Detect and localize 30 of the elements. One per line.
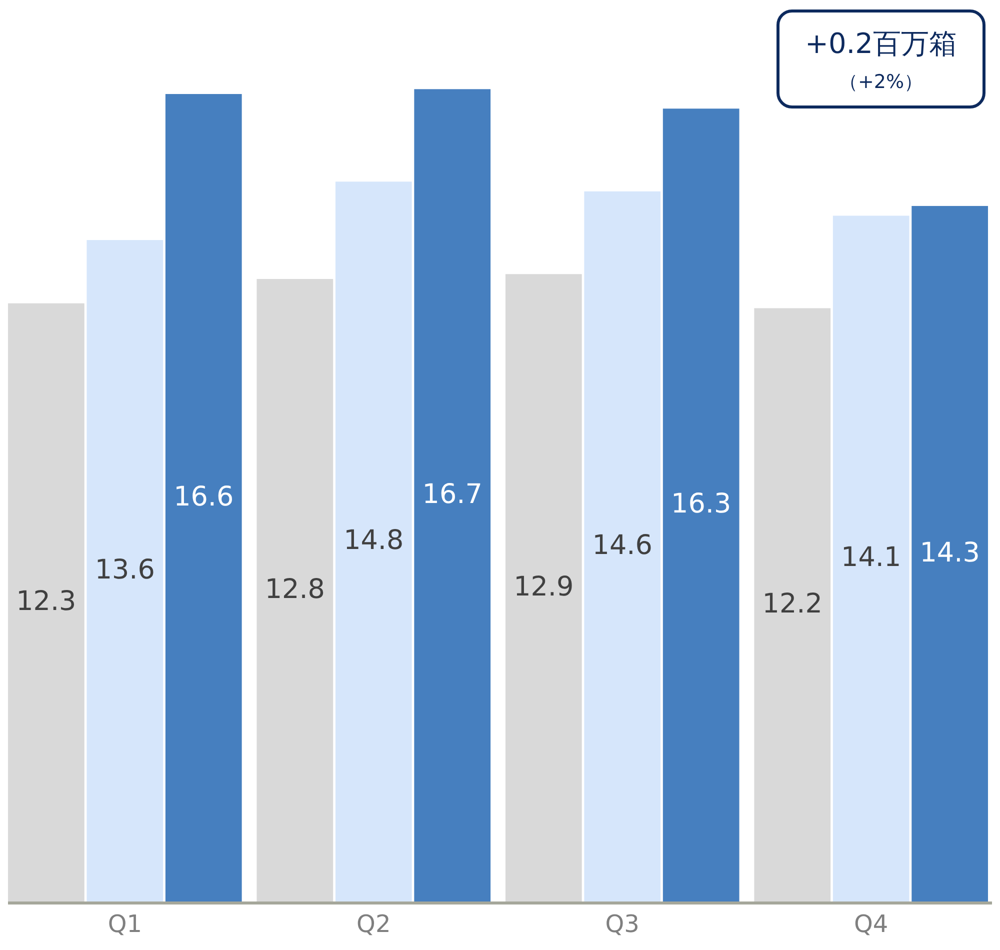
data-label: 12.8 — [264, 574, 325, 605]
bar — [335, 182, 412, 902]
text: +0.2百万箱 — [805, 27, 957, 60]
data-label: 14.6 — [592, 530, 652, 562]
bar — [912, 206, 988, 902]
bar — [86, 240, 164, 902]
bar — [662, 108, 740, 902]
bar — [414, 89, 491, 902]
annotation: （+2%） — [838, 71, 924, 93]
data-label: 13.6 — [94, 554, 155, 586]
data-label: 12.3 — [16, 586, 76, 618]
bar — [505, 274, 582, 902]
x-tick-label: Q1 — [108, 910, 142, 938]
data-label: 14.3 — [920, 537, 980, 568]
x-tick-label: Q3 — [605, 910, 640, 938]
data-label: 16.3 — [671, 488, 732, 520]
bar — [165, 94, 242, 902]
bar — [8, 303, 84, 902]
x-tick-label: Q2 — [356, 910, 391, 938]
data-label: 12.2 — [762, 588, 822, 620]
data-label: 12.9 — [514, 571, 574, 602]
bar — [584, 191, 661, 902]
data-label: 16.6 — [174, 481, 234, 512]
data-label: 14.8 — [344, 525, 404, 556]
data-label: 16.7 — [422, 478, 482, 510]
x-tick-label: Q4 — [854, 910, 888, 938]
data-label: 14.1 — [841, 542, 902, 574]
bar — [754, 308, 831, 902]
bar — [256, 278, 334, 902]
bar — [832, 216, 910, 902]
